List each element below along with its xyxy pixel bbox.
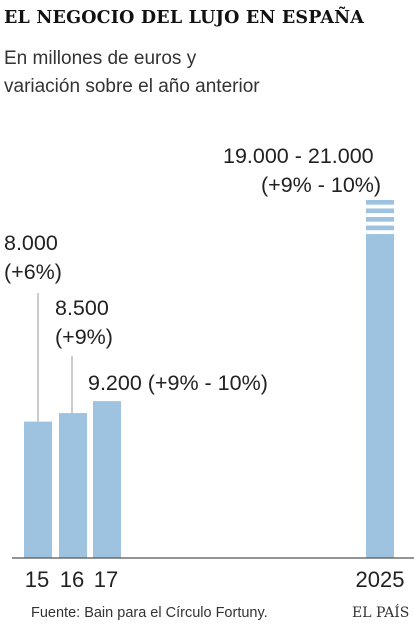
range-stripe [366, 225, 394, 231]
x-tick-16: 16 [60, 567, 84, 592]
x-tick-labels: 15 16 17 2025 [25, 567, 405, 592]
data-label-16-change: (+9%) [55, 325, 113, 349]
range-stripe [366, 199, 394, 205]
bar-16 [59, 413, 87, 558]
range-stripe [366, 208, 394, 214]
x-tick-15: 15 [25, 567, 49, 592]
data-label-2025-change: (+9% - 10%) [261, 173, 381, 197]
bar-range-stripes [366, 199, 394, 231]
x-tick-17: 17 [94, 567, 118, 592]
brand-logo: EL PAÍS [352, 603, 409, 621]
data-label-17: 9.200 (+9% - 10%) [88, 371, 268, 395]
data-label-2025-range: 19.000 - 21.000 [223, 144, 374, 168]
chart-subtitle-line-1: En millones de euros y [4, 48, 197, 69]
data-label-15-value: 8.000 [4, 231, 58, 255]
bar-2025 [366, 234, 394, 559]
x-tick-2025: 2025 [356, 567, 405, 592]
chart-title: EL NEGOCIO DEL LUJO EN ESPAÑA [4, 6, 364, 28]
bar-15 [24, 421, 52, 558]
bar-17 [93, 401, 121, 558]
data-label-16-value: 8.500 [55, 296, 109, 320]
range-stripe [366, 217, 394, 222]
chart-subtitle-line-2: variación sobre el año anterior [4, 76, 260, 97]
data-label-15-change: (+6%) [4, 260, 62, 284]
leader-lines [37, 293, 73, 422]
bars-group [24, 234, 394, 559]
source-note: Fuente: Bain para el Círculo Fortuny. [31, 605, 268, 621]
